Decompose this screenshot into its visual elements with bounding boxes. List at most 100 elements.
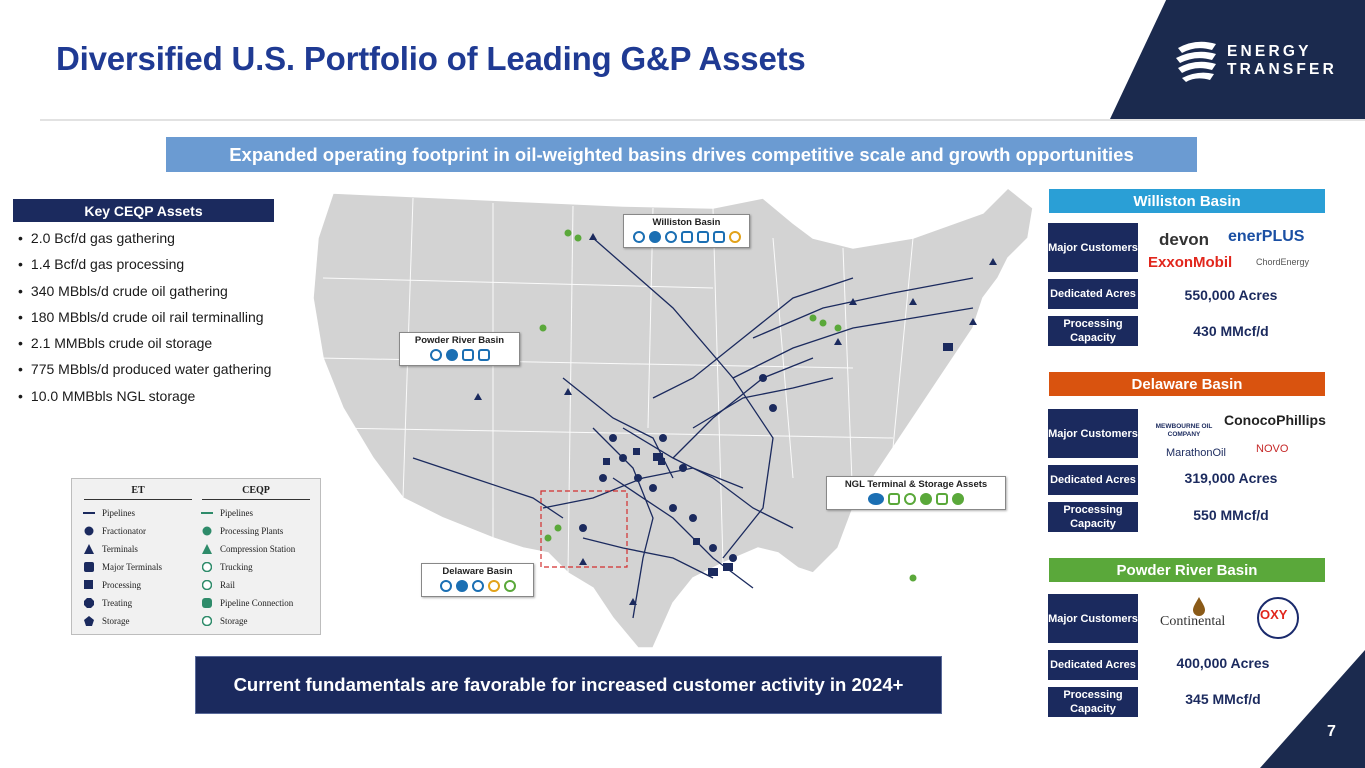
customer-logo: MarathonOil [1166, 447, 1226, 459]
page-title: Diversified U.S. Portfolio of Leading G&… [56, 40, 806, 77]
page-number: 7 [1327, 723, 1336, 740]
energy-transfer-logo-icon [1176, 41, 1216, 82]
dedicated-acres-label: Dedicated Acres [1048, 650, 1138, 680]
callout-powder-river-basin: Powder River Basin [399, 332, 520, 366]
legend-et-terminals: Terminals [82, 542, 138, 556]
legend-ceqp-rail: Rail [200, 578, 235, 592]
legend-et-pipelines: Pipelines [82, 506, 135, 520]
continental-drop-icon [1193, 597, 1205, 616]
major-customers-label: Major Customers [1048, 409, 1138, 458]
gas-icon [503, 580, 516, 592]
processing-capacity-label: Processing Capacity [1048, 687, 1138, 717]
rail-icon [936, 493, 948, 505]
water-icon [728, 231, 741, 243]
treating-octagon-icon [82, 598, 96, 608]
processing-plant-icon [632, 231, 645, 243]
legend-et-major-terminals: Major Terminals [82, 560, 162, 574]
processing-square-icon [82, 580, 96, 590]
list-item: 2.0 Bcf/d gas gathering [18, 228, 271, 254]
rail-icon [477, 349, 490, 361]
fractionator-icon [82, 526, 96, 536]
legend-ceqp-trucking: Trucking [200, 560, 253, 574]
legend-ceqp-processing-plants: Processing Plants [200, 524, 283, 538]
major-customers-label: Major Customers [1048, 594, 1138, 643]
trucking-icon [455, 580, 468, 592]
trucking-icon [200, 562, 214, 572]
callout-title: Powder River Basin [414, 335, 505, 346]
callout-ngl-terminal-storage: NGL Terminal & Storage Assets [826, 476, 1006, 510]
list-item: 775 MBbls/d produced water gathering [18, 359, 271, 385]
storage-icon [200, 616, 214, 626]
customer-logo: enerPLUS [1228, 228, 1305, 245]
terminal-icon [680, 231, 693, 243]
basin-header-powder-river: Powder River Basin [1049, 558, 1325, 582]
customer-logo: devon [1159, 230, 1210, 249]
customer-logo: ConocoPhillips [1224, 412, 1326, 428]
storage-icon [664, 231, 677, 243]
customer-logos-powder-river: Continental OXY [1146, 594, 1326, 642]
callout-icons [831, 493, 1001, 505]
pipeline-line-icon [200, 511, 214, 515]
legend-ceqp-pipelines: Pipelines [200, 506, 253, 520]
major-customers-label: Major Customers [1048, 223, 1138, 272]
map-legend: ET CEQP Pipelines Fractionator Terminals… [71, 478, 321, 635]
processing-plant-icon [904, 493, 916, 505]
legend-et-fractionator: Fractionator [82, 524, 146, 538]
storage-pentagon-icon [82, 616, 96, 626]
water-icon [487, 580, 500, 592]
processing-capacity-value: 550 MMcf/d [1193, 507, 1269, 523]
customer-logo: MEWBOURNE OIL COMPANY [1155, 423, 1213, 438]
processing-capacity-label: Processing Capacity [1048, 502, 1138, 532]
legend-ceqp-compression-station: Compression Station [200, 542, 295, 556]
dedicated-acres-value: 550,000 Acres [1184, 287, 1278, 303]
footer-message-banner: Current fundamentals are favorable for i… [195, 656, 942, 714]
legend-ceqp-header: CEQP [202, 485, 310, 500]
legend-et-header: ET [84, 485, 192, 500]
callout-title: Williston Basin [652, 217, 721, 228]
pipeline-connection-icon [200, 598, 214, 608]
customer-logo: Continental [1160, 614, 1226, 629]
compression-triangle-icon [200, 544, 214, 554]
major-terminal-icon [82, 562, 96, 572]
callout-title: NGL Terminal & Storage Assets [844, 479, 988, 490]
legend-ceqp-storage: Storage [200, 614, 248, 628]
pipeline-connection-icon [712, 231, 725, 243]
callout-delaware-basin: Delaware Basin [421, 563, 534, 597]
customer-logos-delaware: MEWBOURNE OIL COMPANY ConocoPhillips Mar… [1146, 405, 1326, 465]
customer-logo: ExxonMobil [1148, 254, 1233, 271]
header-divider [40, 119, 1365, 121]
legend-et-storage: Storage [82, 614, 130, 628]
key-assets-heading: Key CEQP Assets [13, 199, 274, 222]
customer-logo: ChordEnergy [1256, 257, 1310, 267]
legend-et-treating: Treating [82, 596, 132, 610]
rail-icon [200, 580, 214, 590]
list-item: 340 MBbls/d crude oil gathering [18, 281, 271, 307]
customer-logo: NOVO [1256, 443, 1289, 455]
customer-logo: OXY [1260, 607, 1288, 622]
trucking-icon [648, 231, 661, 243]
key-assets-list: 2.0 Bcf/d gas gathering 1.4 Bcf/d gas pr… [18, 228, 271, 412]
list-item: 180 MBbls/d crude oil rail terminalling [18, 307, 271, 333]
pipeline-line-icon [82, 511, 96, 515]
logo-wordmark: ENERGY TRANSFER [1227, 43, 1337, 79]
trucking-icon [445, 349, 458, 361]
logo-line-2: TRANSFER [1227, 61, 1337, 78]
dedicated-acres-label: Dedicated Acres [1048, 465, 1138, 495]
processing-capacity-label: Processing Capacity [1048, 316, 1138, 346]
callout-williston-basin: Williston Basin [623, 214, 750, 248]
processing-plant-icon [200, 526, 214, 536]
processing-plant-icon [439, 580, 452, 592]
legend-et-processing: Processing [82, 578, 141, 592]
processing-plant-icon [429, 349, 442, 361]
storage-icon [888, 493, 900, 505]
list-item: 10.0 MMBbls NGL storage [18, 386, 271, 412]
terminal-triangle-icon [82, 544, 96, 554]
callout-icons [404, 349, 515, 361]
logo-line-1: ENERGY [1227, 43, 1312, 60]
pipeline-icon [868, 493, 884, 505]
callout-icons [426, 580, 529, 592]
dedicated-acres-value: 319,000 Acres [1184, 470, 1278, 486]
terminal-icon [461, 349, 474, 361]
basin-header-williston: Williston Basin [1049, 189, 1325, 213]
callout-icons [628, 231, 745, 243]
